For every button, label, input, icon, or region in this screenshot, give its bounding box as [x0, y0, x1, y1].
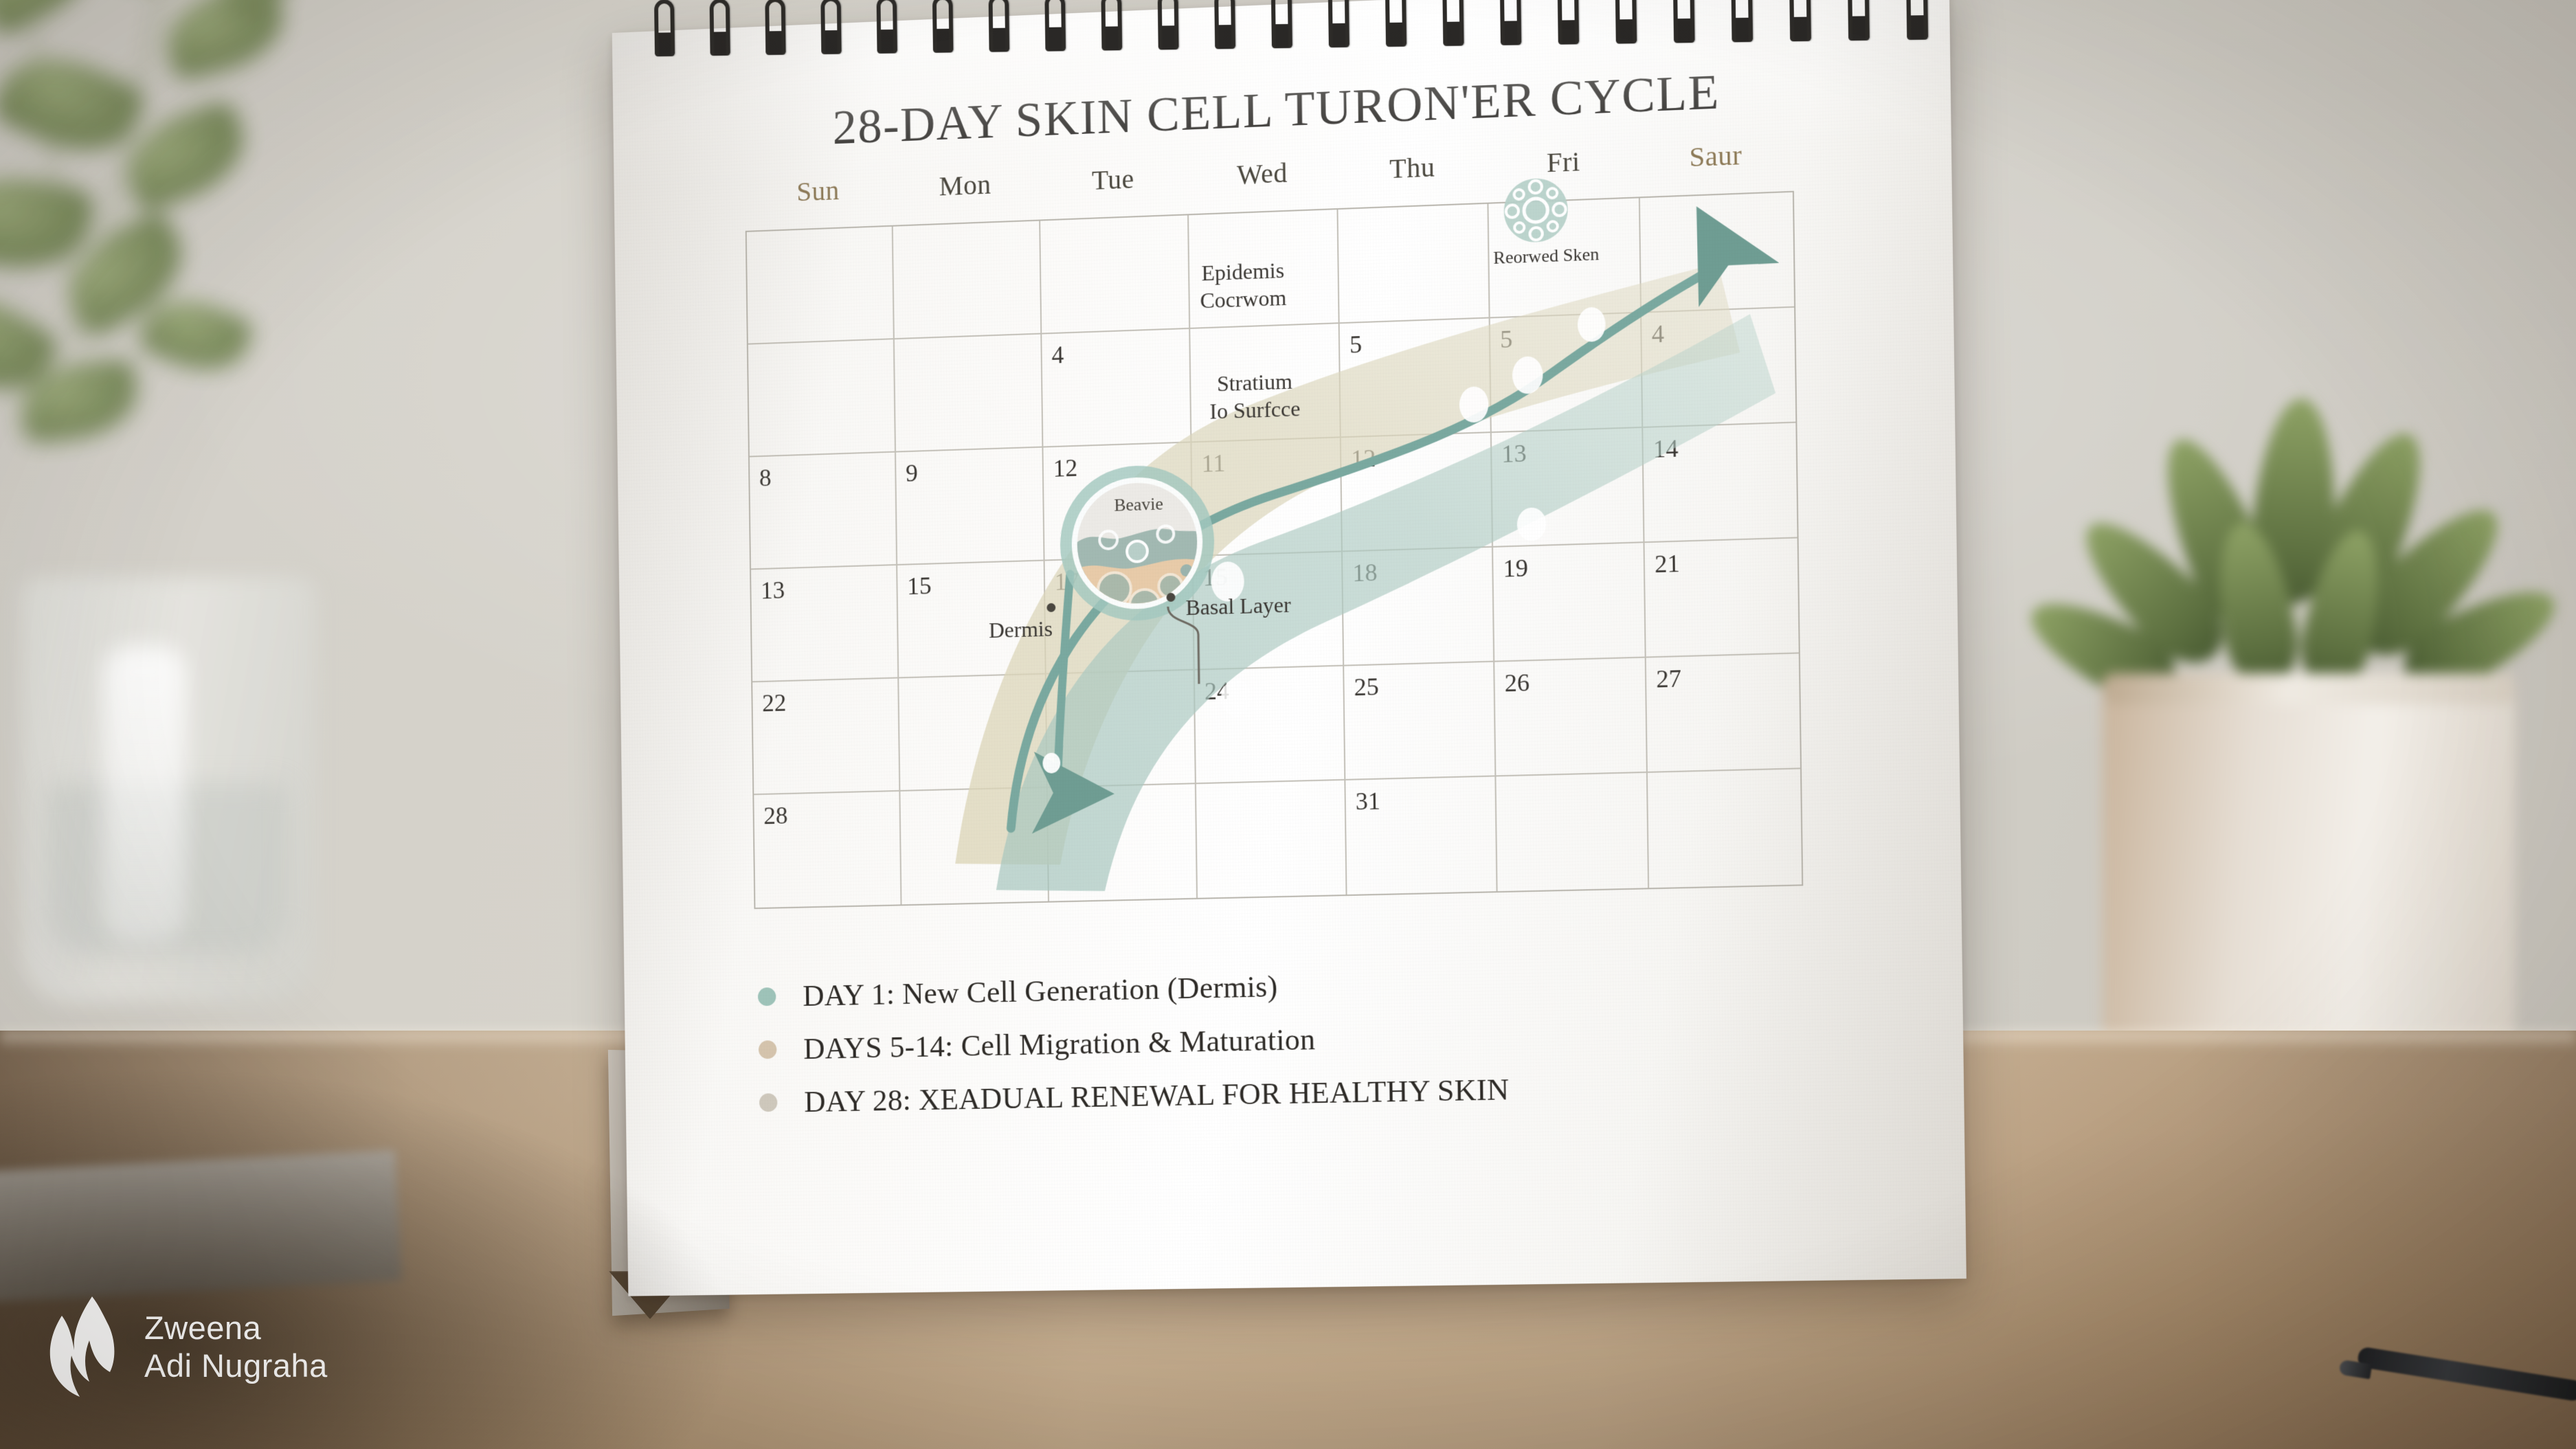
day-number: 26 [1504, 669, 1530, 697]
calendar-cell[interactable]: 13 [1491, 427, 1645, 548]
calendar-cell[interactable]: 19 [1492, 543, 1646, 662]
day-number: 4 [1651, 319, 1665, 348]
succulent-plant [2016, 385, 2570, 1058]
calendar-cell[interactable]: 8 [749, 452, 898, 570]
dow-sat: Saur [1689, 139, 1743, 173]
watermark-text: Zweena Adi Nugraha [144, 1309, 328, 1385]
watermark-line2: Adi Nugraha [144, 1347, 328, 1384]
calendar-cell[interactable] [894, 334, 1044, 453]
calendar-cell[interactable]: 26 [1494, 658, 1648, 777]
annotation-epidermis: Epidemis Cocrwom [1167, 256, 1319, 315]
dow-sun: Sun [796, 175, 840, 207]
calendar-cell[interactable] [1047, 784, 1198, 901]
books-stack [0, 1149, 402, 1303]
day-number: 19 [1503, 554, 1529, 583]
legend-label-day1: DAY 1: New Cell Generation (Dermis) [803, 969, 1278, 1013]
legend-dot-days5-14 [758, 1040, 777, 1059]
day-number: 25 [1354, 673, 1379, 701]
day-number: 13 [1501, 439, 1527, 468]
legend-label-day28: DAY 28: XEADUAL RENEWAL FOR HEALTHY SKIN [804, 1072, 1510, 1119]
calendar-cell[interactable] [746, 226, 895, 345]
day-number: 14 [1653, 434, 1679, 463]
day-number: 15 [906, 572, 932, 600]
calendar-cell[interactable]: 4 [1042, 328, 1192, 448]
renewed-skin-icon [1497, 170, 1576, 251]
inset-cell [1127, 541, 1147, 562]
skin-cross-section-inset [1059, 463, 1216, 623]
watermark-line1: Zweena [144, 1309, 262, 1346]
legend: DAY 1: New Cell Generation (Dermis) DAYS… [757, 949, 1789, 1129]
annotation-epidermis-line2: Cocrwom [1200, 284, 1287, 313]
vase-highlight [103, 646, 186, 941]
annotation-stratum: Stratium Io Surfcce [1176, 367, 1334, 427]
calendar-cell[interactable]: 5 [1339, 318, 1492, 438]
calendar-content: 28-DAY SKIN CELL TURON'ER CYCLE Sun Mon … [612, 0, 1967, 1296]
day-number: 9 [905, 459, 918, 487]
calendar-cell[interactable] [1648, 769, 1802, 888]
basal-leader-line [1163, 601, 1253, 693]
calendar-cell[interactable]: 21 [1644, 538, 1799, 658]
calendar-cell[interactable] [1496, 772, 1650, 892]
calendar-cell[interactable] [1639, 192, 1795, 313]
calendar-cell[interactable]: 25 [1344, 662, 1497, 780]
day-number: 22 [761, 688, 787, 717]
day-number: 8 [759, 464, 772, 492]
inset-label: Beavie [1114, 493, 1164, 515]
legend-dot-day28 [759, 1092, 778, 1112]
calendar-cell[interactable]: 4 [1642, 307, 1796, 428]
day-number: 12 [1350, 444, 1376, 473]
calendar-cell[interactable] [748, 339, 896, 458]
day-number: 31 [1355, 787, 1381, 816]
watermark: Zweena Adi Nugraha [41, 1295, 328, 1398]
calendar-cell[interactable]: 28 [754, 791, 902, 908]
dow-tue: Tue [1091, 163, 1135, 196]
plant-pot [2103, 673, 2515, 1058]
day-number: 5 [1499, 325, 1513, 354]
plant-pot-rim [2103, 673, 2515, 705]
day-number: 5 [1349, 330, 1363, 359]
day-number: 18 [1352, 558, 1378, 587]
calendar-cell[interactable] [899, 674, 1048, 791]
day-number: 4 [1051, 341, 1064, 369]
day-number: 27 [1656, 664, 1682, 693]
calendar-cell[interactable]: 5 [1490, 313, 1644, 434]
dow-wed: Wed [1236, 157, 1288, 190]
day-number: 28 [763, 801, 788, 830]
legend-label-days5-14: DAYS 5-14: Cell Migration & Maturation [803, 1022, 1316, 1066]
calendar-cell[interactable] [900, 787, 1049, 905]
calendar-cell[interactable]: 14 [1643, 423, 1797, 543]
calendar-cell[interactable]: 13 [751, 565, 899, 683]
flame-leaf-logo-icon [49, 1296, 115, 1397]
calendar-cell[interactable]: 18 [1342, 547, 1495, 666]
day-number: 21 [1654, 549, 1680, 579]
calendar-cell[interactable]: 9 [895, 447, 1045, 565]
calendar-cell[interactable]: 22 [752, 678, 901, 796]
legend-dot-day1 [757, 987, 776, 1006]
annotation-stratum-line2: Io Surfcce [1209, 395, 1301, 424]
calendar-cell[interactable] [1196, 780, 1347, 898]
calendar-cell[interactable]: 31 [1345, 776, 1498, 895]
calendar-cell[interactable] [893, 221, 1042, 340]
annotation-dermis: Dermis [988, 616, 1053, 643]
dow-thu: Thu [1389, 151, 1435, 185]
calendar-cell[interactable]: 27 [1646, 653, 1801, 773]
calendar-card[interactable]: 28-DAY SKIN CELL TURON'ER CYCLE Sun Mon … [612, 0, 1967, 1296]
calendar-cell[interactable]: 12 [1341, 433, 1493, 552]
day-number: 13 [760, 576, 785, 605]
dow-mon: Mon [939, 168, 992, 202]
